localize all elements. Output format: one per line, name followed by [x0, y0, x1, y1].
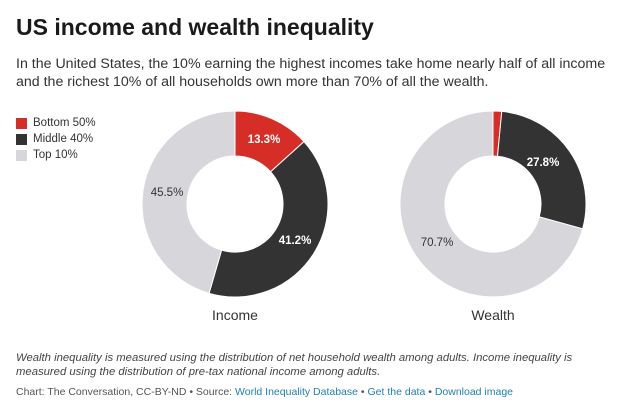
- income-label-bottom50: 13.3%: [248, 134, 281, 146]
- income-chart-label: Income: [212, 307, 258, 323]
- chart-subtitle: In the United States, the 10% earning th…: [16, 56, 606, 90]
- legend-label-bottom50: Bottom 50%: [33, 117, 96, 129]
- legend: Bottom 50% Middle 40% Top 10%: [16, 115, 96, 163]
- income-label-middle40: 41.2%: [279, 235, 312, 247]
- legend-item-top10: Top 10%: [16, 147, 96, 163]
- wealth-chart-label: Wealth: [471, 307, 514, 323]
- chart-title: US income and wealth inequality: [16, 14, 374, 40]
- chart-note: Wealth inequality is measured using the …: [16, 352, 573, 378]
- wealth-slice-top10: [399, 110, 584, 298]
- legend-label-top10: Top 10%: [33, 149, 78, 161]
- legend-item-middle40: Middle 40%: [16, 131, 96, 147]
- legend-swatch-bottom50: [16, 117, 27, 129]
- income-slice-top10: [141, 110, 236, 294]
- footer-separator-2: •: [425, 386, 435, 398]
- legend-swatch-middle40: [16, 133, 27, 145]
- chart-footer: Chart: The Conversation, CC-BY-ND • Sour…: [16, 386, 513, 398]
- wealth-label-middle40: 27.8%: [527, 157, 560, 169]
- legend-label-middle40: Middle 40%: [33, 133, 94, 145]
- download-image-link[interactable]: Download image: [434, 386, 514, 398]
- source-link[interactable]: World Inequality Database: [235, 386, 358, 398]
- footer-credit: Chart: The Conversation, CC-BY-ND • Sour…: [16, 386, 236, 398]
- footer-separator-1: •: [357, 386, 368, 398]
- get-data-link[interactable]: Get the data: [367, 386, 426, 398]
- income-label-top10: 45.5%: [151, 187, 184, 199]
- legend-swatch-top10: [16, 149, 27, 161]
- wealth-slice-middle40: [496, 110, 587, 230]
- income-slice-middle40: [208, 140, 329, 298]
- wealth-label-top10: 70.7%: [421, 237, 454, 249]
- legend-item-bottom50: Bottom 50%: [16, 115, 96, 131]
